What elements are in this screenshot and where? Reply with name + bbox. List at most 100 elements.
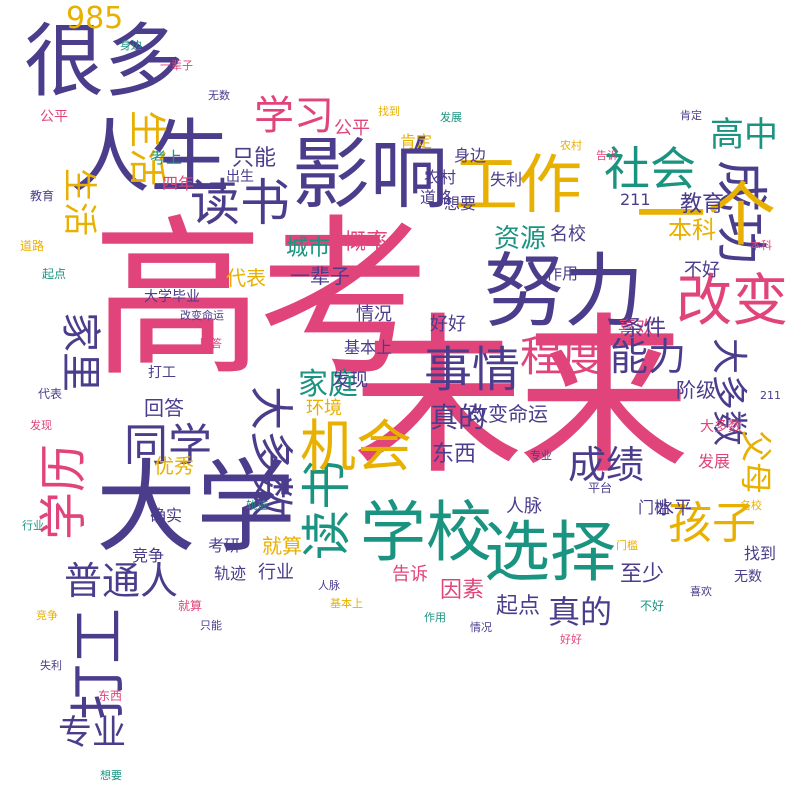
word-xiangyao: 想要 — [444, 194, 477, 213]
word-haizi: 孩子 — [668, 498, 756, 549]
word-mingxiao: 名校 — [550, 224, 586, 245]
word-rensheng: 人生 — [70, 111, 230, 204]
word-jieji: 阶级 — [676, 378, 716, 402]
word-daolu: 道路 — [420, 188, 453, 207]
word-jingzheng: 竞争 — [132, 546, 165, 565]
word-fumu: 父母 — [737, 430, 775, 495]
word-xuexi: 学习 — [254, 93, 334, 139]
word-tiaojian: 条件 — [622, 316, 667, 341]
filler-21: 名校 — [740, 499, 762, 512]
word-985: 985 — [66, 1, 124, 36]
word-kaoshang: 生活 — [59, 168, 99, 236]
word-zuoyong: 作用 — [546, 264, 579, 283]
word-xuanze: 选择 — [484, 514, 616, 591]
word-jiusuan: 就算 — [262, 534, 302, 558]
word-shiqing: 事情 — [424, 342, 521, 398]
filler-29: 无数 — [208, 89, 230, 102]
word-queshi: 确实 — [150, 506, 183, 525]
word-beizi: 一辈子 — [290, 264, 350, 288]
word-nuli: 努力 — [484, 245, 644, 338]
filler-28: 找到 — [378, 105, 400, 118]
word-buhao: 不好 — [684, 260, 720, 281]
word-benke: 本科 — [668, 216, 716, 244]
word-dagong: 打工 — [148, 365, 176, 381]
word-gaibian: 改变 — [676, 269, 788, 334]
word-chengdu: 程度 — [520, 332, 605, 381]
word-shenbian: 身边 — [454, 146, 487, 165]
word-kaoyan: 考研 — [208, 536, 241, 555]
filler-3: 道路 — [20, 239, 45, 253]
word-daxue: 大学 — [96, 449, 296, 566]
word-yige: 一个 — [636, 174, 776, 256]
filler-5: 代表 — [38, 387, 63, 401]
word-laishuo: 打工 — [67, 608, 132, 720]
word-zhaodao: 找到 — [744, 544, 777, 563]
word-zhende: 真的 — [548, 593, 613, 631]
word-fazhan: 发展 — [698, 452, 731, 471]
word-gaozhong: 高中 — [710, 115, 778, 155]
word-gaibianmingyun: 改变命运 — [468, 402, 548, 426]
word-shuiping: 水平 — [656, 498, 692, 519]
filler-24: 肯定 — [680, 109, 702, 122]
word-chengji: 成绩 — [568, 443, 645, 487]
filler-8: 竞争 — [36, 609, 58, 622]
filler-2: 教育 — [30, 189, 55, 203]
word-jihui: 机会 — [300, 415, 412, 480]
word-gaokao: 高考 — [92, 199, 430, 400]
filler-20: 喜欢 — [690, 585, 712, 598]
filler-34: 轨迹 — [246, 499, 268, 512]
word-gongping: 公平 — [334, 118, 370, 139]
word-gaosu: 告诉 — [392, 564, 428, 585]
filler-4: 起点 — [42, 267, 67, 281]
word-putongren: 普通人 — [64, 559, 179, 603]
filler-25: 农村 — [560, 139, 582, 152]
filler-16: 作用 — [424, 611, 446, 624]
filler-32: 改变命运 — [180, 309, 224, 322]
word-jiating: 家庭 — [298, 367, 358, 402]
filler-31: 身边 — [120, 39, 142, 52]
word-ziyuan: 资源 — [494, 224, 547, 254]
filler-10: 东西 — [98, 689, 123, 703]
filler-9: 失利 — [40, 659, 62, 672]
filler-11: 想要 — [100, 769, 122, 782]
word-yingxiang: 影响 — [292, 130, 449, 220]
word-zhishao: 至少 — [620, 562, 665, 587]
word-dabufen: 真的 — [430, 401, 487, 434]
word-jiaoyu: 教育 — [680, 192, 725, 217]
filler-33: 回答 — [200, 337, 222, 350]
word-youxiu: 优秀 — [154, 454, 194, 478]
word-211: 211 — [620, 190, 651, 209]
word-faxian: 发现 — [332, 370, 368, 391]
word-sinian: 四年 — [162, 174, 195, 193]
word-wushu: 无数 — [734, 569, 762, 585]
word-nengli: 能力 — [610, 335, 687, 379]
filler-7: 行业 — [22, 519, 44, 532]
word-chusheng: 出生 — [226, 169, 254, 185]
filler-15: 基本上 — [330, 597, 363, 610]
word-huida: 回答 — [144, 396, 184, 420]
word-xihuan: 喜欢 — [618, 318, 654, 339]
filler-14: 人脉 — [318, 579, 340, 592]
word-kending: 肯定 — [400, 132, 433, 151]
filler-18: 好好 — [560, 633, 582, 646]
word-huanjing: 环境 — [306, 398, 342, 419]
filler-12: 就算 — [178, 599, 203, 613]
word-renmai: 人脉 — [506, 496, 542, 517]
word-qingkuang: 情况 — [356, 304, 392, 325]
word-gongzuo: 工作 — [454, 149, 582, 223]
word-zhuanye: 专业 — [58, 713, 126, 753]
filler-6: 发现 — [30, 419, 52, 432]
word-qidian: 起点 — [496, 594, 541, 619]
word-daxuebiye: 大学毕业 — [144, 289, 200, 305]
filler-27: 发展 — [440, 111, 462, 124]
word-zhineng: 只能 — [232, 146, 277, 171]
word-haohao: 好好 — [430, 314, 466, 335]
word-nongcun: 农村 — [424, 168, 457, 187]
word-pingtai: 平台 — [588, 481, 613, 495]
word-gailv: 概率 — [344, 230, 389, 255]
word-shili: 失利 — [490, 170, 523, 189]
word-henduo: 很多 — [24, 15, 184, 108]
word-sinian2: 考上 — [150, 148, 183, 167]
word-shehui: 社会 — [604, 142, 696, 196]
